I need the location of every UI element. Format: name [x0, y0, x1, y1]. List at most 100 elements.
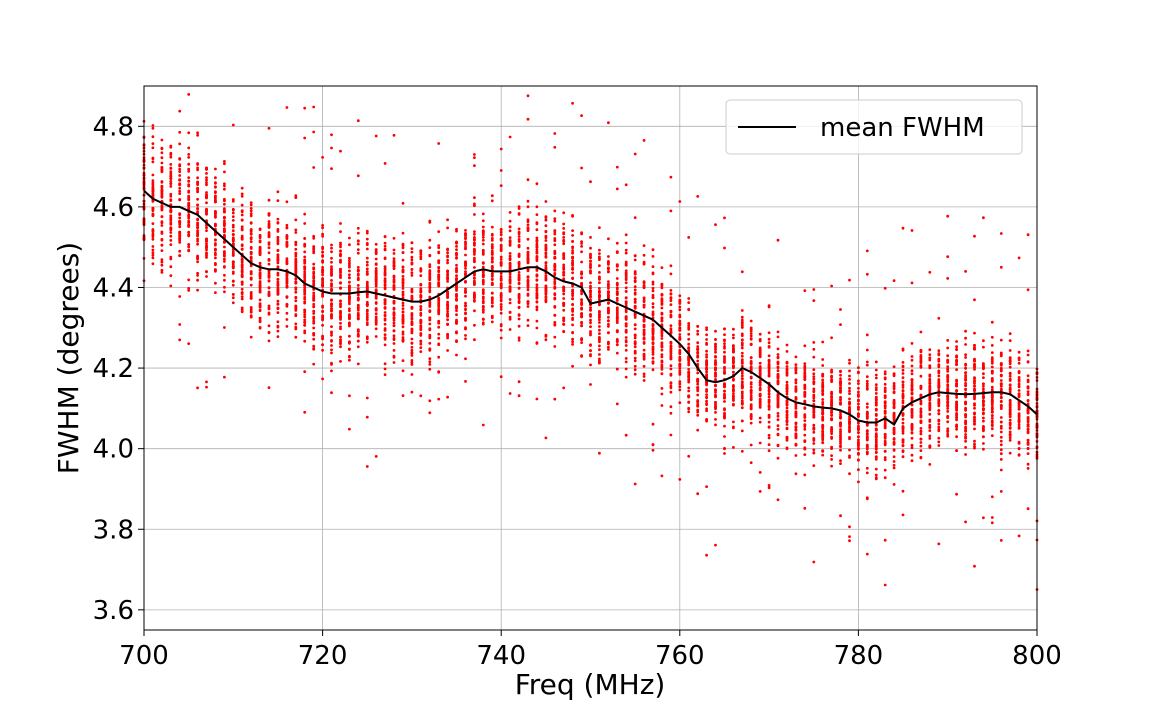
data-point [544, 255, 548, 259]
data-point [660, 284, 664, 288]
data-point [749, 385, 753, 389]
data-point [624, 357, 628, 360]
data-point [714, 418, 717, 421]
data-point [339, 149, 342, 153]
data-point [339, 286, 342, 290]
data-point [348, 355, 351, 359]
data-point [571, 259, 574, 263]
data-point [669, 329, 673, 333]
data-point [490, 291, 494, 295]
data-point [607, 285, 610, 288]
data-point [705, 409, 708, 413]
data-point [249, 270, 253, 274]
data-point [312, 321, 316, 325]
data-point [330, 243, 333, 247]
data-point [874, 392, 878, 395]
data-point [758, 471, 762, 474]
data-point [562, 268, 566, 271]
data-point [669, 303, 673, 306]
data-point [517, 286, 521, 290]
data-point [740, 338, 744, 342]
data-point [928, 388, 932, 391]
data-point [508, 277, 512, 281]
data-point [776, 433, 780, 437]
data-point [607, 315, 610, 319]
data-point [365, 318, 369, 322]
data-point [571, 234, 574, 237]
data-point [892, 365, 896, 369]
data-point [937, 363, 941, 367]
data-point [169, 145, 173, 149]
data-point [312, 246, 316, 250]
data-point [848, 410, 851, 414]
data-point [678, 328, 682, 332]
data-point [526, 283, 530, 287]
data-point [830, 435, 833, 439]
data-point [383, 362, 387, 366]
data-point [410, 295, 414, 299]
data-point [901, 389, 905, 393]
data-point [437, 332, 441, 336]
data-point [705, 338, 708, 341]
data-point [223, 223, 226, 226]
data-point [481, 231, 485, 235]
data-point [410, 327, 414, 331]
data-point [651, 280, 655, 284]
data-point [437, 325, 441, 329]
data-point [196, 207, 200, 211]
data-point [883, 450, 887, 453]
data-point [732, 333, 735, 337]
data-point [196, 223, 200, 227]
data-point [294, 322, 298, 326]
data-point [321, 293, 324, 296]
data-point [571, 303, 574, 306]
data-point [535, 294, 539, 297]
data-point [732, 426, 735, 430]
data-point [642, 303, 646, 307]
data-point [187, 93, 191, 96]
data-point [481, 317, 485, 321]
data-point [231, 283, 235, 287]
data-point [276, 291, 280, 294]
data-point [865, 436, 869, 439]
data-point [258, 290, 262, 294]
data-point [312, 236, 316, 240]
data-point [910, 446, 914, 450]
data-point [714, 343, 717, 346]
data-point [553, 209, 557, 213]
data-point [749, 343, 753, 346]
data-point [258, 276, 262, 280]
data-point [553, 321, 557, 324]
data-point [821, 427, 825, 430]
data-point [598, 281, 601, 285]
data-point [499, 246, 503, 250]
data-point [687, 359, 691, 363]
data-point [589, 252, 592, 256]
data-point [285, 276, 289, 280]
data-point [758, 441, 762, 445]
data-point [571, 290, 574, 293]
data-point [178, 164, 182, 168]
data-point [231, 123, 235, 127]
data-point [660, 306, 664, 310]
data-point [553, 243, 557, 247]
data-point [767, 369, 771, 373]
data-point [848, 535, 851, 538]
data-point [776, 365, 780, 369]
data-point [749, 391, 753, 395]
data-point [481, 225, 485, 229]
data-point [589, 289, 592, 293]
data-point [901, 513, 905, 517]
data-point [517, 292, 521, 296]
data-point [785, 399, 789, 403]
data-point [776, 382, 780, 386]
data-point [919, 413, 923, 417]
data-point [839, 424, 842, 428]
data-point [490, 296, 494, 300]
data-point [196, 180, 200, 184]
data-point [303, 289, 307, 293]
data-point [669, 331, 673, 335]
data-point [607, 237, 610, 241]
data-point [455, 309, 458, 312]
data-point [901, 431, 905, 435]
